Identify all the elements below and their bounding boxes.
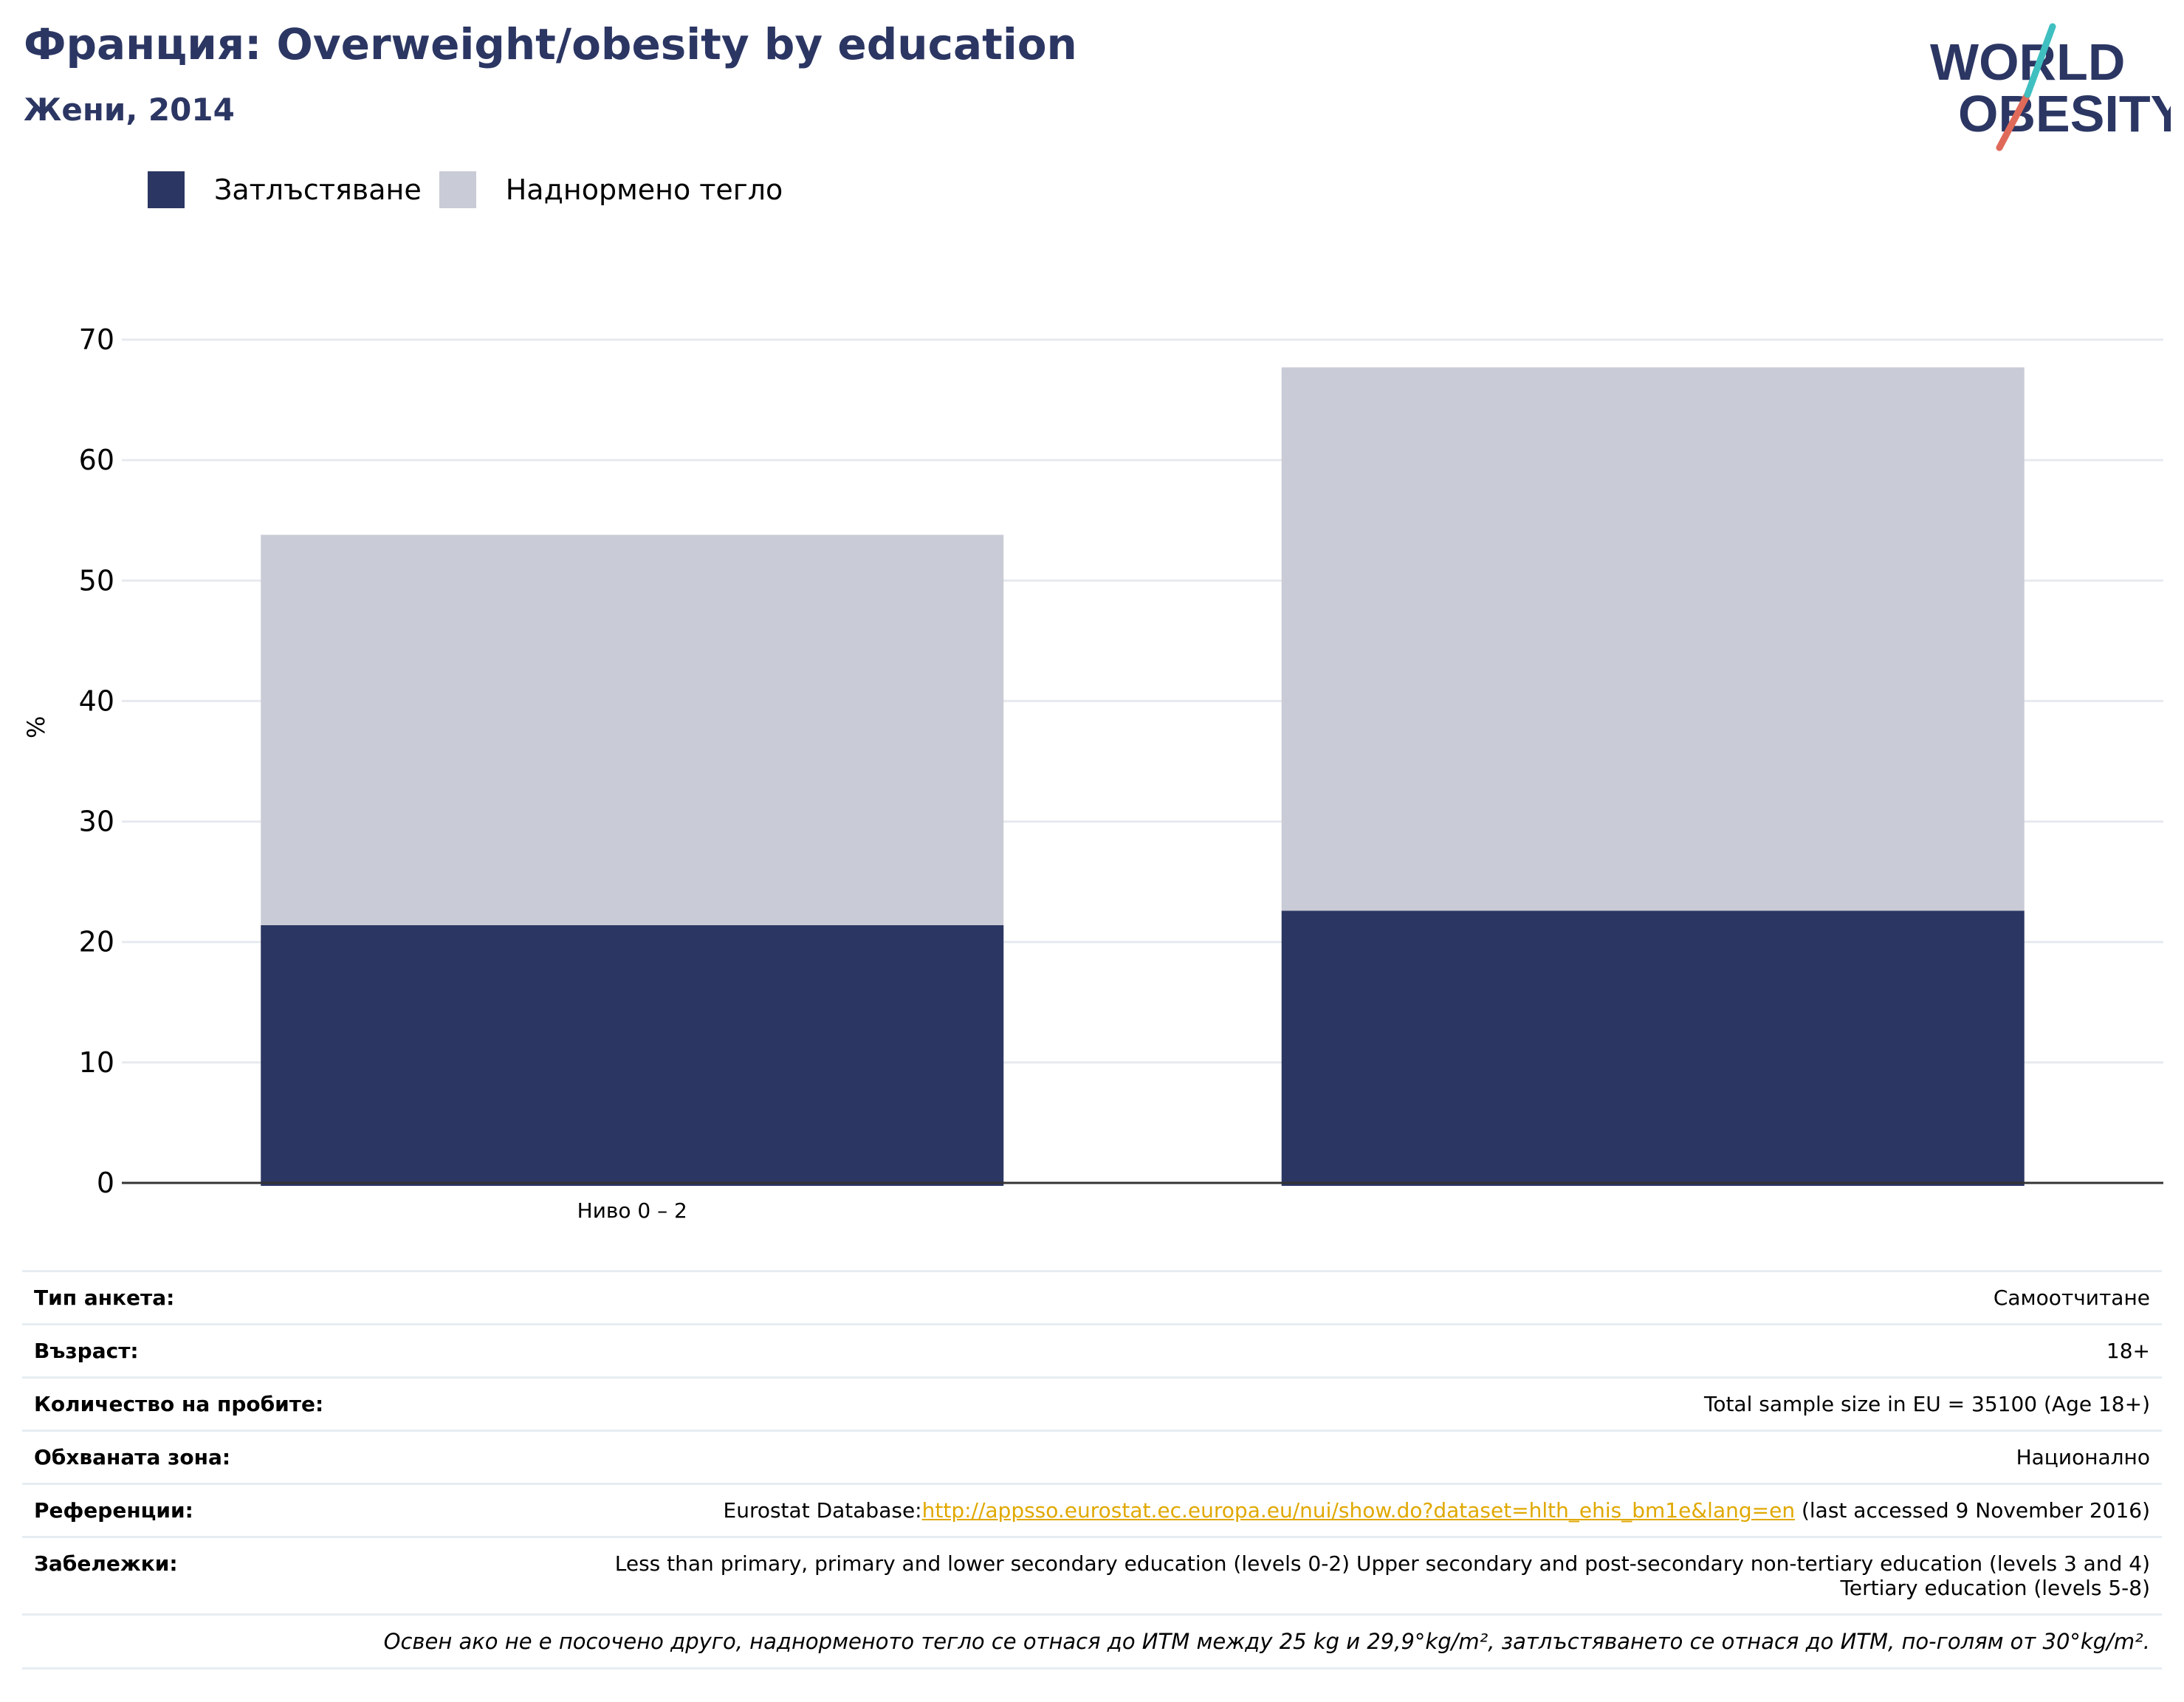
y-tick-label: 70: [79, 323, 114, 356]
meta-key: Забележки:: [34, 1551, 178, 1576]
footnote: Освен ако не е посочено друго, наднормен…: [22, 1613, 2162, 1670]
y-tick-label: 0: [97, 1167, 114, 1199]
meta-row: Тип анкета: Самоотчитане: [22, 1270, 2162, 1323]
meta-key: Референции:: [34, 1498, 193, 1523]
meta-row: Количество на пробите: Total sample size …: [22, 1376, 2162, 1430]
meta-value: Less than primary, primary and lower sec…: [614, 1551, 2150, 1600]
meta-row: Обхваната зона: Национално: [22, 1430, 2162, 1483]
meta-key: Тип анкета:: [34, 1286, 175, 1310]
legend-item-obesity: Затлъстяване: [148, 171, 422, 208]
bar-segment: [261, 924, 1004, 1186]
y-tick-label: 40: [79, 684, 114, 717]
meta-row-notes: Забележки: Less than primary, primary an…: [22, 1536, 2162, 1613]
logo-line2: OBESITY: [1958, 85, 2171, 143]
legend-item-overweight: Наднормено тегло: [439, 171, 783, 208]
meta-value: Самоотчитане: [1993, 1286, 2150, 1310]
meta-key: Количество на пробите:: [34, 1392, 324, 1416]
bar-segment: [1281, 367, 2025, 911]
legend-label-overweight: Наднормено тегло: [505, 174, 783, 206]
meta-value: Eurostat Database:http://appsso.eurostat…: [724, 1498, 2151, 1523]
legend-swatch-obesity: [148, 171, 185, 208]
chart-subtitle: Жени, 2014: [24, 92, 235, 128]
meta-row-references: Референции: Eurostat Database:http://app…: [22, 1483, 2162, 1536]
meta-rows: Тип анкета: Самоотчитане Възраст: 18+ Количе…: [22, 1270, 2162, 1483]
logo-line1: WORLD: [1930, 33, 2125, 91]
references-link[interactable]: http://appsso.eurostat.ec.europa.eu/nui/…: [921, 1498, 1796, 1523]
x-tick-label: Ниво 0 – 2: [577, 1198, 687, 1223]
metadata-table: Тип анкета: Самоотчитане Възраст: 18+ Количе…: [22, 1270, 2162, 1670]
meta-value: Total sample size in EU = 35100 (Age 18+…: [1703, 1392, 2150, 1416]
world-obesity-logo: WORLD OBESITY: [1930, 23, 2171, 151]
logo-slash-red: [1996, 91, 2031, 151]
meta-key: Възраст:: [34, 1339, 139, 1363]
y-tick-label: 20: [79, 926, 114, 958]
legend: Затлъстяване Наднормено тегло: [148, 171, 800, 208]
y-tick-label: 10: [79, 1046, 114, 1079]
bar-segment: [1281, 910, 2025, 1186]
legend-label-obesity: Затлъстяване: [214, 174, 422, 206]
meta-key: Обхваната зона:: [34, 1445, 231, 1469]
meta-value: Национално: [2016, 1445, 2150, 1469]
y-tick-label: 30: [79, 806, 114, 838]
meta-row: Възраст: 18+: [22, 1323, 2162, 1376]
chart-title: Франция: Overweight/obesity by education: [24, 19, 1077, 69]
legend-swatch-overweight: [439, 171, 476, 208]
logo-slash-teal: [2024, 23, 2056, 98]
bar-segment: [261, 535, 1004, 925]
references-prefix: Eurostat Database:: [723, 1498, 922, 1523]
stacked-bar-chart: 0 10 20 30 40 50 60 70 Ниво 0 – 2: [79, 323, 2163, 1223]
y-tick-label: 60: [79, 444, 114, 476]
meta-value: 18+: [2106, 1339, 2150, 1363]
references-suffix: (last accessed 9 November 2016): [1795, 1498, 2150, 1523]
y-tick-label: 50: [79, 564, 114, 597]
